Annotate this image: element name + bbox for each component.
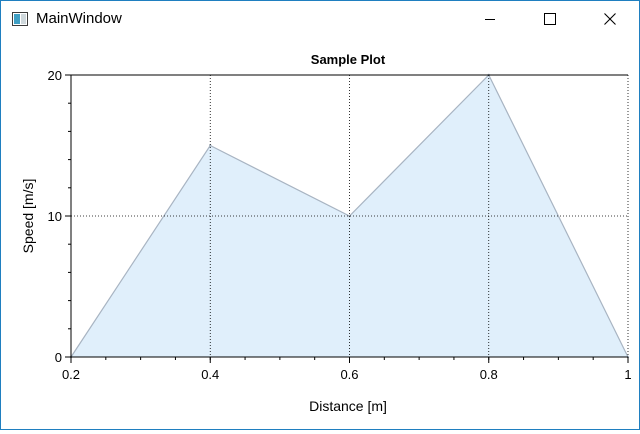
y-tick-label: 20 [48,68,62,83]
close-icon [604,13,616,25]
data-point [209,144,212,147]
plot-view[interactable]: Sample Plot 0.2 0.4 0.6 0.8 1 0 10 20 Distance … [1,37,639,429]
y-axis-label: Speed [m/s] [20,179,36,254]
minimize-button[interactable] [467,1,513,37]
x-tick-label: 0.8 [480,367,498,382]
window-title: MainWindow [36,10,122,27]
title-bar[interactable]: MainWindow [1,1,639,37]
y-tick-label: 0 [55,350,62,365]
x-tick-label: 0.2 [62,367,80,382]
minimize-icon [485,19,495,20]
chart-title: Sample Plot [311,52,386,67]
app-window-icon [12,12,28,26]
maximize-icon [544,13,556,25]
close-button[interactable] [587,1,633,37]
x-axis-label: Distance [m] [309,398,387,414]
x-tick-label: 0.4 [201,367,219,382]
maximize-button[interactable] [527,1,573,37]
x-tick-label: 1 [624,367,631,382]
y-tick-label: 10 [48,209,62,224]
x-tick-label: 0.6 [340,367,358,382]
